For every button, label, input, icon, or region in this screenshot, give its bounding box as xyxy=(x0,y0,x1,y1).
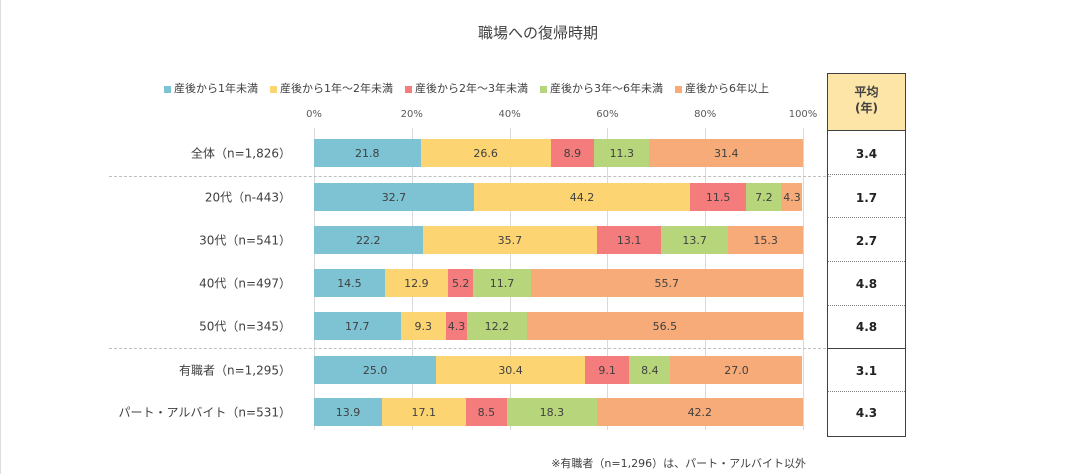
bar-segment: 31.4 xyxy=(649,139,803,167)
average-value: 4.8 xyxy=(855,320,878,334)
average-value: 2.7 xyxy=(855,234,878,248)
bar-segment: 8.5 xyxy=(465,398,508,426)
average-row-divider xyxy=(828,348,905,349)
bar-segment: 13.9 xyxy=(314,398,382,426)
bar-segment: 7.2 xyxy=(746,183,782,211)
x-tick-label: 100% xyxy=(788,109,818,120)
legend-swatch xyxy=(164,85,171,93)
bar-segment: 26.6 xyxy=(420,139,551,167)
x-tick-label: 20% xyxy=(400,109,423,120)
bar-segment: 12.9 xyxy=(384,269,448,297)
bar-segment: 32.7 xyxy=(314,183,474,211)
average-value: 1.7 xyxy=(855,191,878,205)
average-row-divider xyxy=(828,217,905,218)
legend-label: 産後から1年～2年未満 xyxy=(280,82,393,95)
bar-segment: 15.3 xyxy=(728,226,803,254)
bar-segment: 21.8 xyxy=(314,139,421,167)
legend-swatch xyxy=(270,85,277,93)
average-row-divider xyxy=(828,391,905,392)
bar-segment: 56.5 xyxy=(526,312,803,340)
average-row-divider xyxy=(828,261,905,262)
bar-segment: 8.4 xyxy=(629,356,671,384)
legend-item: 産後から1年～2年未満 xyxy=(270,80,393,96)
bar-segment: 14.5 xyxy=(314,269,385,297)
bar-segment: 13.7 xyxy=(661,226,729,254)
x-tick-label: 40% xyxy=(498,109,521,120)
x-tick-label: 60% xyxy=(596,109,619,120)
bar-segment: 11.3 xyxy=(594,139,650,167)
bar-segment: 18.3 xyxy=(507,398,597,426)
legend-label: 産後から1年未満 xyxy=(174,82,258,95)
legend: 産後から1年未満 産後から1年～2年未満 産後から2年～3年未満 産後から3年～6年未… xyxy=(164,80,769,96)
bar-segment: 27.0 xyxy=(670,356,803,384)
bar-segment: 5.2 xyxy=(447,269,474,297)
legend-swatch xyxy=(405,85,412,93)
chart-title: 職場への復帰時期 xyxy=(477,24,598,42)
legend-item: 産後から6年以上 xyxy=(675,80,769,96)
footnote: ※有職者（n=1,296）は、パート・アルバイト以外 xyxy=(551,457,806,470)
bar-segment: 4.3 xyxy=(781,183,803,211)
gridline xyxy=(803,128,804,430)
legend-label: 産後から2年～3年未満 xyxy=(415,82,528,95)
bar-segment: 25.0 xyxy=(314,356,437,384)
bar-segment: 12.2 xyxy=(467,312,527,340)
bar-segment: 17.7 xyxy=(314,312,401,340)
category-label: 全体（n=1,826） xyxy=(190,146,291,161)
legend-swatch xyxy=(540,85,547,93)
bar-segment: 8.9 xyxy=(550,139,595,167)
bar-segment: 4.3 xyxy=(446,312,468,340)
category-label: パート・アルバイト（n=531） xyxy=(118,405,291,420)
group-separator xyxy=(109,176,831,177)
average-header-unit: (年) xyxy=(855,101,878,115)
legend-item: 産後から3年～6年未満 xyxy=(540,80,663,96)
average-value: 4.3 xyxy=(855,406,878,420)
bar-segment: 11.5 xyxy=(690,183,747,211)
legend-swatch xyxy=(675,85,682,93)
category-label: 有職者（n=1,295） xyxy=(178,363,291,378)
average-header-label: 平均 xyxy=(854,85,879,99)
bar-segment: 22.2 xyxy=(314,226,423,254)
category-label: 30代（n=541） xyxy=(199,233,291,248)
bar-segment: 11.7 xyxy=(473,269,531,297)
category-label: 40代（n=497） xyxy=(199,276,291,291)
legend-item: 産後から2年～3年未満 xyxy=(405,80,528,96)
bar-segment: 35.7 xyxy=(422,226,598,254)
average-header: 平均 (年) xyxy=(827,73,906,131)
average-value: 3.4 xyxy=(855,147,878,161)
bar-segment: 17.1 xyxy=(381,398,466,426)
x-tick-label: 80% xyxy=(694,109,717,120)
category-label: 20代（n-443） xyxy=(204,190,291,205)
average-row-divider xyxy=(828,174,905,175)
average-value: 4.8 xyxy=(855,277,878,291)
bar-segment: 30.4 xyxy=(436,356,585,384)
bar-segment: 44.2 xyxy=(473,183,691,211)
legend-item: 産後から1年未満 xyxy=(164,80,258,96)
bar-segment: 55.7 xyxy=(530,269,803,297)
average-value: 3.1 xyxy=(855,364,878,378)
group-separator xyxy=(109,348,831,349)
average-row-divider xyxy=(828,305,905,306)
legend-label: 産後から6年以上 xyxy=(685,82,769,95)
legend-label: 産後から3年～6年未満 xyxy=(550,82,663,95)
average-box xyxy=(827,130,906,437)
bar-segment: 13.1 xyxy=(597,226,662,254)
bar-segment: 42.2 xyxy=(596,398,803,426)
bar-segment: 9.3 xyxy=(400,312,447,340)
x-tick-label: 0% xyxy=(306,109,322,120)
bar-segment: 9.1 xyxy=(584,356,630,384)
category-label: 50代（n=345） xyxy=(199,319,291,334)
